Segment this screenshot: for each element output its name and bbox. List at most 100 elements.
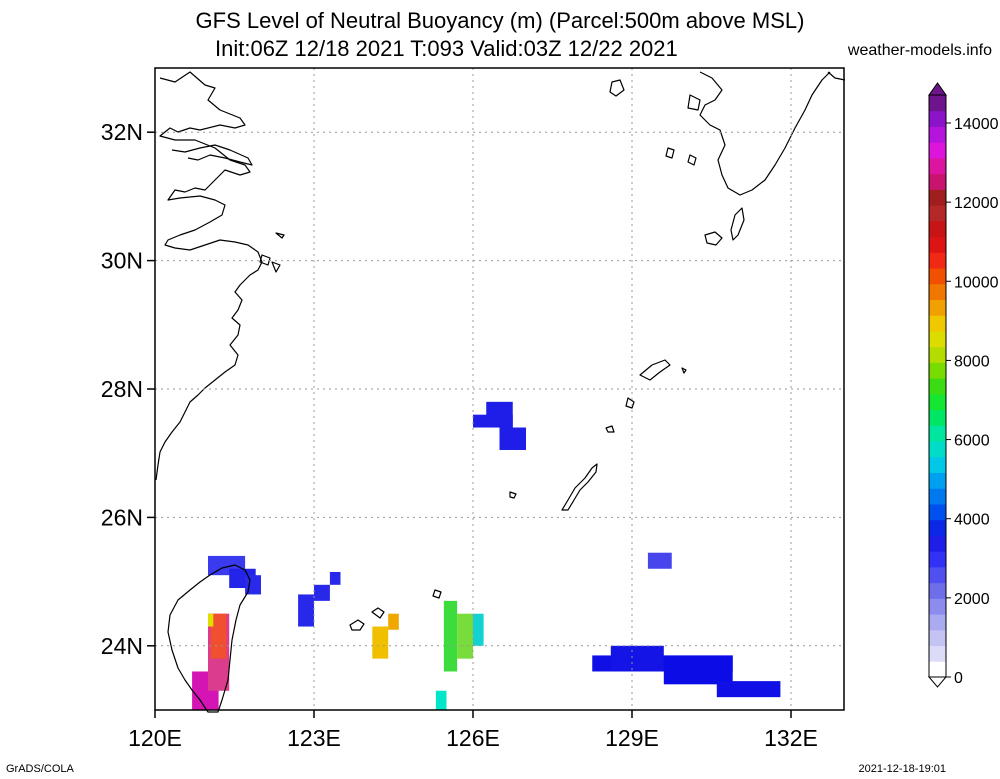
colorbar-swatch [929, 110, 946, 127]
cell-east-blue3 [663, 655, 733, 685]
colorbar-swatch [929, 441, 946, 458]
yangtze-estuary [171, 144, 253, 166]
cell-east-blue-dot [647, 552, 672, 569]
amami-island [639, 359, 671, 381]
subtitle-text: Init:06Z 12/18 2021 T:093 Valid:03Z 12/2… [215, 36, 678, 61]
colorbar-swatch [929, 629, 946, 647]
colorbar-swatch [929, 409, 946, 426]
cell-taiwan-red [210, 613, 227, 659]
colorbar-swatch [929, 456, 946, 474]
small-island-3 [681, 367, 687, 374]
cell-miyako-green2 [457, 613, 473, 659]
cell-e-taiwan-blue1 [298, 594, 314, 627]
colorbar-swatch [929, 488, 946, 505]
lon-label-126E: 126E [446, 725, 500, 751]
colorbar-swatch [929, 252, 946, 269]
kyushu-west-islands [665, 94, 701, 166]
yaeyama-island [349, 619, 365, 631]
okinawa-island [561, 463, 598, 511]
cell-e-taiwan-blue2 [314, 584, 330, 601]
map-title: GFS Level of Neutral Buoyancy (m) (Parce… [195, 8, 805, 33]
colorbar-swatch [929, 205, 946, 222]
colorbar-swatch [929, 614, 946, 631]
colorbar-swatch [929, 393, 946, 411]
colorbar-frame [928, 94, 947, 678]
colorbar-label-4000: 4000 [954, 512, 990, 529]
graticule [155, 68, 844, 710]
zhoushan-islands [259, 232, 285, 273]
kyushu-coastline [699, 71, 831, 196]
coastlines [155, 71, 846, 713]
colorbar-swatch [929, 551, 946, 568]
colorbar-swatch [929, 362, 946, 379]
cell-miyako-cyan [473, 613, 484, 646]
colorbar-label-2000: 2000 [954, 591, 990, 608]
iriomote-island [371, 607, 385, 619]
cell-okinawa-nw-blue4 [499, 414, 513, 441]
field-cells [192, 401, 781, 710]
colorbar-swatch [929, 268, 946, 285]
footer-credit: GrADS/COLA [6, 763, 74, 775]
colorbar-swatch [929, 283, 946, 300]
cell-taiwan-ne-blue [245, 575, 261, 595]
colorbar-swatch [929, 472, 946, 489]
colorbar-swatch [929, 598, 946, 615]
yakushima-island [704, 231, 723, 246]
colorbar-swatch [929, 299, 946, 316]
miyako-island [432, 589, 442, 599]
axes: 120E 123E 126E 129E 132E 24N 26N 28N 30N 32N [101, 119, 818, 751]
lon-label-132E: 132E [764, 725, 818, 751]
colorbar-swatch [929, 330, 946, 348]
colorbar-label-10000: 10000 [954, 274, 999, 291]
cell-e-taiwan-blue3 [329, 571, 341, 585]
cell-yaeyama-orange2 [388, 613, 399, 630]
cell-miyako-cyan2 [435, 690, 447, 710]
colorbar-swatch [929, 220, 946, 238]
small-island-1 [605, 425, 615, 433]
lat-label-26N: 26N [101, 504, 143, 530]
cell-taiwan-yellow [208, 613, 214, 627]
cell-yaeyama-orange [372, 626, 389, 659]
lon-label-120E: 120E [128, 725, 182, 751]
small-island-2 [509, 491, 517, 499]
colorbar-label-0: 0 [954, 670, 963, 687]
colorbar-swatch [929, 157, 946, 175]
colorbar-swatch [929, 535, 946, 552]
site-credit: weather-models.info [847, 42, 992, 59]
lat-label-32N: 32N [101, 119, 143, 145]
colorbar-swatch [929, 661, 946, 678]
cell-east-blue2 [610, 645, 664, 672]
taiwan-coastline [167, 564, 251, 713]
colorbar: 0 2000 4000 6000 8000 10000 12000 14000 [927, 82, 999, 688]
colorbar-swatch [929, 645, 946, 662]
goto-islands [609, 79, 625, 97]
colorbar-swatch [929, 378, 946, 395]
colorbar-swatch [929, 126, 946, 143]
colorbar-swatch [929, 582, 946, 599]
colorbar-swatch [929, 503, 946, 521]
colorbar-swatch [929, 173, 946, 190]
lon-label-123E: 123E [287, 725, 341, 751]
colorbar-swatch [929, 189, 946, 206]
colorbar-label-14000: 14000 [954, 116, 999, 133]
colorbar-swatch [929, 142, 946, 159]
colorbar-swatch [929, 346, 946, 363]
colorbar-min-arrow [927, 676, 948, 688]
colorbar-label-8000: 8000 [954, 353, 990, 370]
colorbar-swatch [929, 95, 946, 112]
colorbar-swatch [929, 519, 946, 536]
lon-label-129E: 129E [605, 725, 659, 751]
colorbar-swatch [929, 236, 946, 253]
colorbar-swatch [929, 425, 946, 442]
cell-east-blue4 [716, 681, 781, 698]
tanegashima-island [730, 207, 745, 241]
lat-label-30N: 30N [101, 248, 143, 274]
colorbar-max-arrow [928, 82, 947, 96]
shikoku-tip [827, 71, 846, 81]
colorbar-label-6000: 6000 [954, 433, 990, 450]
lat-label-24N: 24N [101, 633, 143, 659]
tokara-island [625, 397, 635, 409]
cell-miyako-green [443, 600, 458, 672]
lat-label-28N: 28N [101, 376, 143, 402]
